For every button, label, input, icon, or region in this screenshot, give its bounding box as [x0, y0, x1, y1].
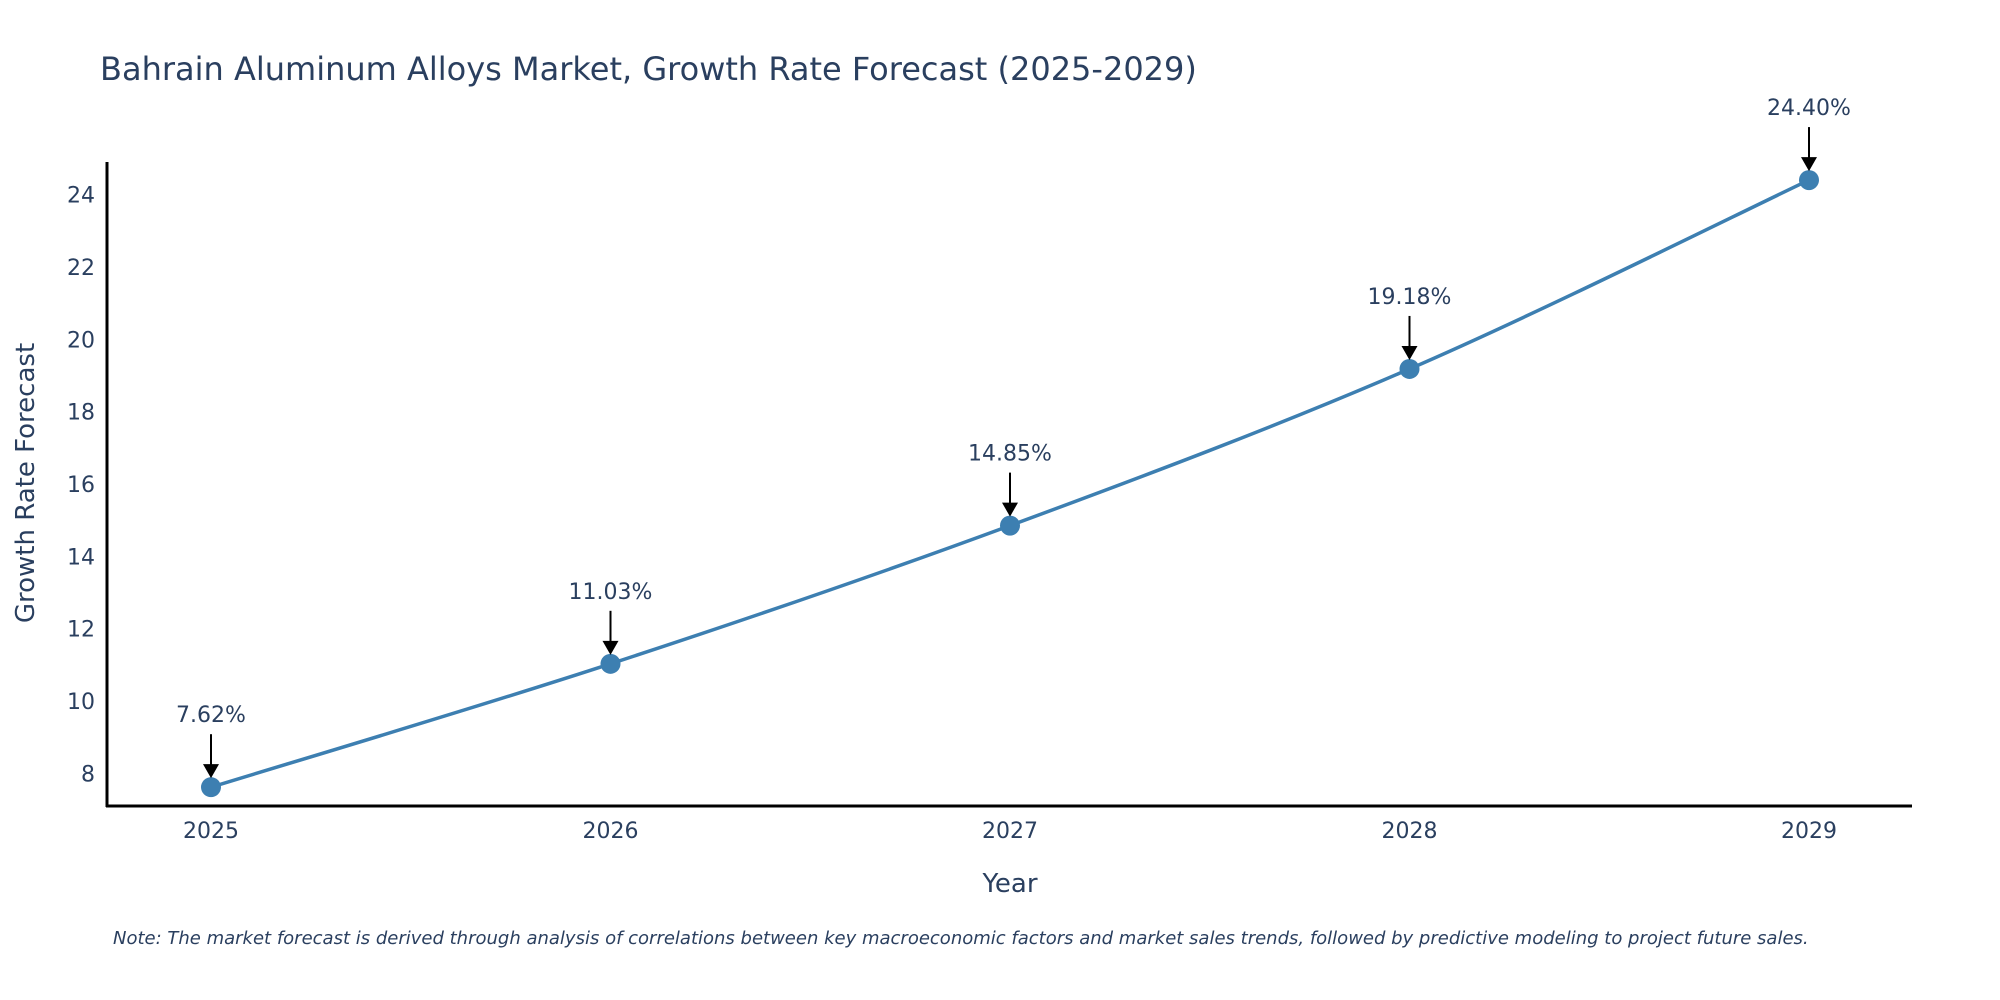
- data-label: 7.62%: [176, 703, 246, 728]
- x-tick-label: 2029: [1781, 819, 1837, 844]
- x-tick-label: 2027: [982, 819, 1038, 844]
- data-point-2028: [1399, 358, 1420, 379]
- y-tick-label: 24: [67, 184, 95, 209]
- data-label: 19.18%: [1368, 285, 1452, 310]
- series-markers: [201, 170, 1819, 798]
- y-tick-label: 22: [67, 256, 95, 281]
- x-tick-label: 2026: [583, 819, 639, 844]
- data-point-2027: [1000, 515, 1020, 536]
- annotation-arrow-head: [602, 640, 619, 655]
- annotation-arrow-head: [1401, 345, 1418, 360]
- data-annotations: 7.62% 11.03% 14.85% 19.18% 24.40%: [176, 96, 1851, 779]
- data-point-2026: [600, 653, 621, 674]
- y-axis-ticks: 8 10 12 14 16 18 20 22 24: [67, 184, 95, 788]
- data-point-2029: [1799, 170, 1819, 191]
- y-tick-label: 8: [81, 762, 95, 787]
- y-tick-label: 20: [67, 328, 95, 353]
- annotation-arrow-head: [1801, 157, 1817, 172]
- data-label: 11.03%: [569, 580, 653, 605]
- y-tick-label: 18: [67, 401, 95, 426]
- annotation-arrow-head: [1002, 502, 1018, 517]
- data-label: 24.40%: [1767, 96, 1851, 121]
- x-tick-label: 2025: [183, 819, 239, 844]
- x-axis-title: Year: [981, 869, 1037, 899]
- footnote: Note: The market forecast is derived thr…: [113, 928, 1809, 949]
- x-tick-label: 2028: [1382, 819, 1438, 844]
- chart-title: Bahrain Aluminum Alloys Market, Growth R…: [100, 50, 1197, 88]
- y-axis-title: Growth Rate Forecast: [11, 343, 41, 623]
- annotation-arrow-head: [203, 764, 219, 779]
- y-tick-label: 12: [67, 618, 95, 643]
- y-tick-label: 14: [67, 545, 95, 570]
- y-tick-label: 10: [67, 690, 95, 715]
- x-axis-ticks: 2025 2026 2027 2028 2029: [183, 819, 1837, 844]
- data-label: 14.85%: [968, 442, 1052, 467]
- y-tick-label: 16: [67, 473, 95, 498]
- data-point-2025: [201, 777, 221, 798]
